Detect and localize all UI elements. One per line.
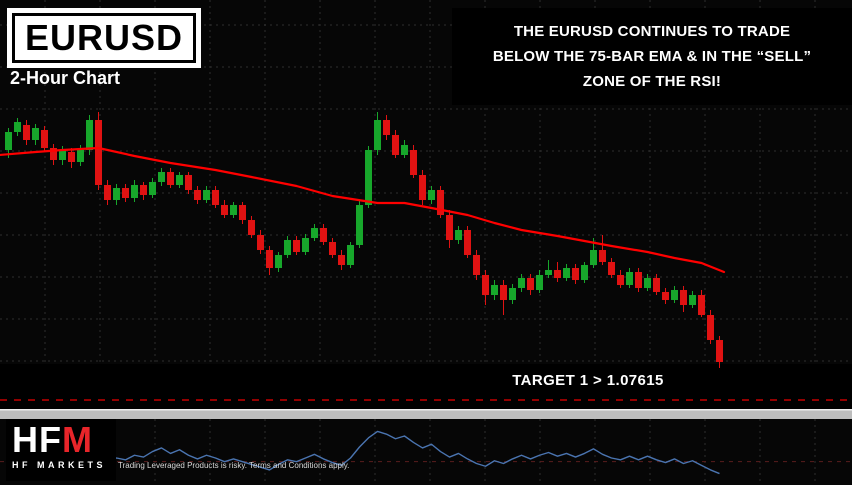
annotation-line-1: THE EURUSD CONTINUES TO TRADE [513,23,791,40]
annotation-line-3: ZONE OF THE RSI! [582,73,722,90]
symbol-title-box: EURUSD [12,13,197,63]
hfm-logo-m: M [62,419,93,460]
timeframe-label: 2-Hour Chart [10,68,121,88]
risk-disclaimer: Trading Leveraged Products is risky. Ter… [118,461,350,470]
annotation-line-2: BELOW THE 75-BAR EMA & IN THE “SELL” [492,48,812,65]
hfm-logo: HFM HF MARKETS [6,419,116,481]
target-label: TARGET 1 > 1.07615 [512,372,664,389]
hfm-logo-hf: HF [12,419,62,460]
hfm-logo-subtext: HF MARKETS [12,460,106,470]
hfm-logo-wordmark: HFM [12,421,116,458]
annotation-box: THE EURUSD CONTINUES TO TRADE BELOW THE … [452,8,852,105]
symbol-title: EURUSD [25,17,184,58]
